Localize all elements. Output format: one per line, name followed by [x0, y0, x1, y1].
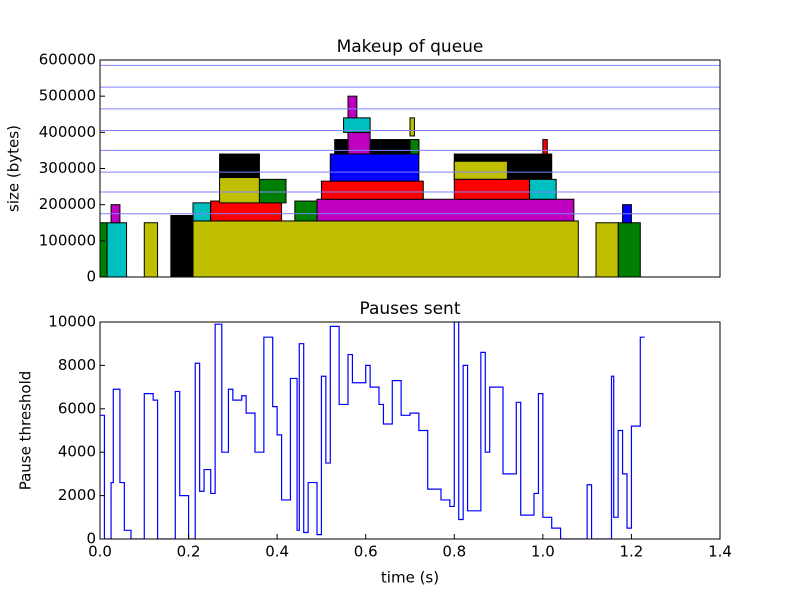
y-tick-label: 200000: [39, 195, 96, 213]
step-line: [100, 322, 645, 539]
queue-block: [210, 200, 283, 222]
queue-block: [294, 200, 318, 222]
y-tick-label: 8000: [58, 356, 96, 374]
plot-frame: [99, 321, 721, 540]
y-tick-label: 6000: [58, 399, 96, 417]
queue-block: [316, 198, 575, 222]
queue-block: [258, 178, 287, 204]
y-tick-label: 0: [86, 268, 96, 286]
queue-block: [617, 222, 641, 277]
x-tick-label: 0.4: [265, 543, 289, 561]
queue-block: [219, 153, 260, 179]
x-tick-label: 1.4: [708, 543, 732, 561]
queue-block: [143, 222, 159, 277]
x-tick-label: 1.0: [531, 543, 555, 561]
x-axis-label: time (s): [381, 569, 439, 587]
queue-block: [320, 180, 424, 200]
queue-block: [529, 178, 557, 200]
queue-block: [219, 177, 260, 204]
y-axis-label: Pause threshold: [17, 371, 35, 491]
x-tick-label: 0.0: [88, 543, 112, 561]
x-tick-label: 0.2: [177, 543, 201, 561]
chart-title: Pauses sent: [359, 299, 460, 319]
y-tick-label: 2000: [58, 486, 96, 504]
chart-title: Makeup of queue: [337, 37, 484, 57]
y-tick-label: 600000: [39, 51, 96, 69]
queue-block: [106, 222, 128, 277]
y-tick-label: 100000: [39, 231, 96, 249]
y-tick-label: 500000: [39, 87, 96, 105]
queue-block: [100, 222, 108, 277]
y-tick-label: 300000: [39, 159, 96, 177]
queue-block: [334, 139, 420, 155]
queue-block: [409, 117, 415, 137]
queue-block: [192, 202, 212, 222]
x-tick-label: 0.6: [354, 543, 378, 561]
y-tick-label: 400000: [39, 123, 96, 141]
queue-block: [347, 95, 358, 119]
queue-block: [453, 160, 508, 180]
queue-block: [329, 153, 420, 182]
queue-block: [453, 178, 531, 200]
x-tick-label: 0.8: [442, 543, 466, 561]
y-tick-label: 0: [86, 530, 96, 548]
x-tick-label: 1.2: [619, 543, 643, 561]
y-axis-label: size (bytes): [5, 125, 23, 212]
queue-block: [192, 220, 579, 277]
queue-block: [595, 222, 619, 277]
queue-block: [409, 139, 420, 155]
queue-block: [542, 139, 548, 155]
y-tick-label: 4000: [58, 443, 96, 461]
y-tick-label: 10000: [48, 313, 96, 331]
queue-block: [170, 215, 194, 277]
